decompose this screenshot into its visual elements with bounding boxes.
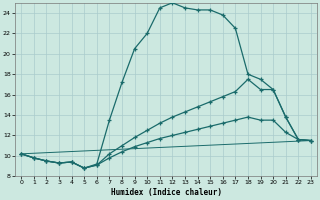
X-axis label: Humidex (Indice chaleur): Humidex (Indice chaleur) xyxy=(111,188,221,197)
